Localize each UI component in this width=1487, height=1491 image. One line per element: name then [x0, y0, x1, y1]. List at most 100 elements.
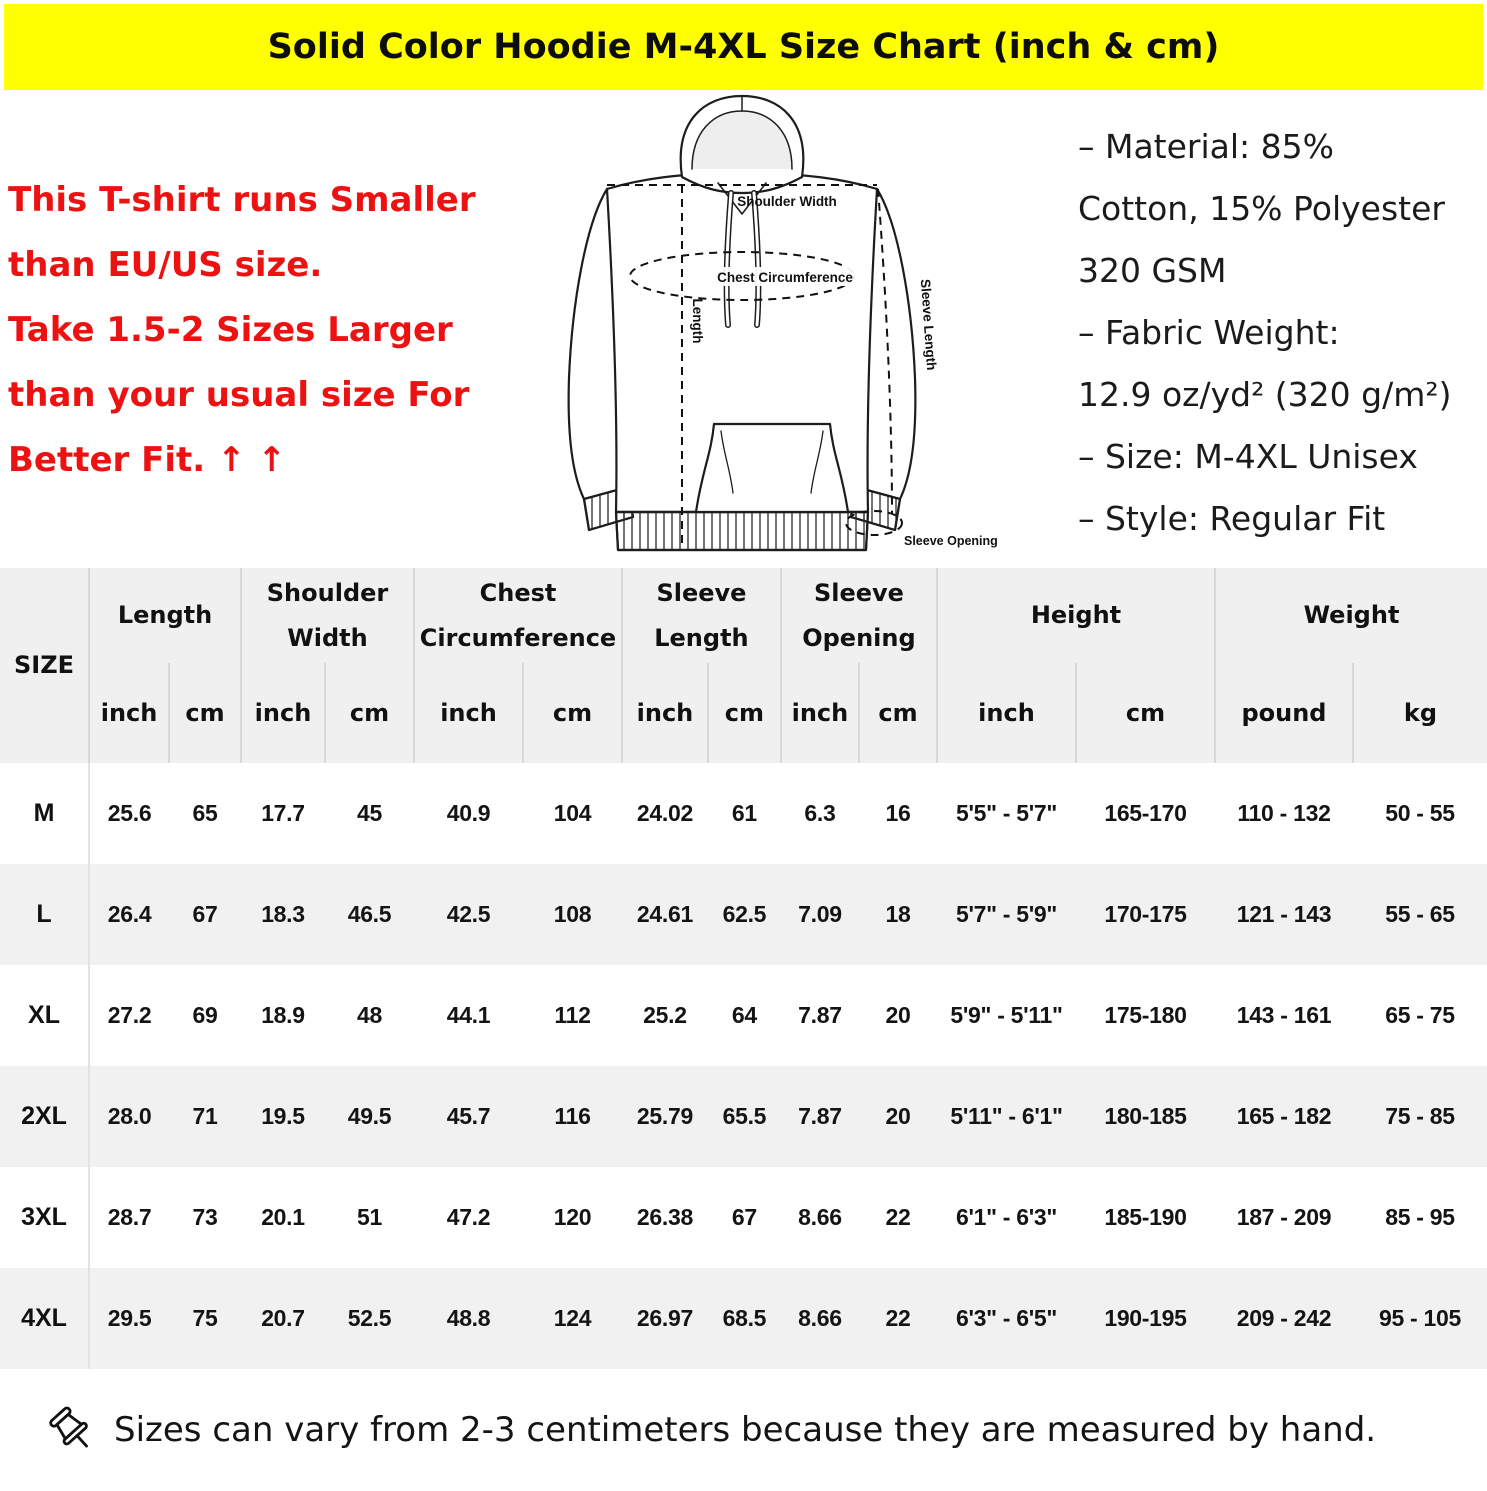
value-cell: 17.7	[261, 800, 305, 826]
value-cell: 120	[553, 1204, 592, 1230]
value-cell: 29.5	[107, 1305, 152, 1331]
sleeve-opening-label: Sleeve Opening	[904, 534, 998, 548]
pushpin-icon	[49, 1406, 88, 1448]
value-cell: 170-175	[1104, 901, 1187, 927]
specs-line: – Fabric Weight:	[1078, 313, 1340, 352]
value-cell: 180-185	[1104, 1103, 1187, 1129]
shoulder-width-label: Shoulder Width	[737, 194, 837, 209]
value-cell: 69	[192, 1002, 218, 1028]
column-group-header: Height	[935, 568, 1215, 663]
hem-band	[614, 510, 870, 552]
unit-header: cm	[168, 663, 241, 763]
value-cell: 61	[731, 800, 757, 826]
value-cell: 5'11" - 6'1"	[950, 1103, 1063, 1129]
value-cell: 26.4	[107, 901, 152, 927]
value-cell: 65	[192, 800, 218, 826]
column-group-header: Sleeve Opening	[779, 568, 937, 663]
value-cell: 67	[731, 1204, 757, 1230]
value-cell: 20.1	[261, 1204, 305, 1230]
value-cell: 7.87	[798, 1002, 842, 1028]
value-cell: 18.3	[261, 901, 305, 927]
column-group-header: Shoulder Width	[239, 568, 415, 663]
pocket	[694, 422, 850, 514]
warning-line: than your usual size For	[8, 375, 470, 415]
unit-header: cm	[323, 663, 415, 763]
unit-header: inch	[620, 663, 708, 763]
unit-header: inch	[935, 663, 1076, 763]
unit-header: inch	[89, 663, 170, 763]
value-cell: 85 - 95	[1385, 1204, 1455, 1230]
value-cell: 44.1	[446, 1002, 491, 1028]
value-cell: 49.5	[347, 1103, 392, 1129]
unit-header: kg	[1351, 663, 1487, 763]
size-column-header: SIZE	[0, 568, 91, 763]
value-cell: 7.09	[798, 901, 842, 927]
title-banner: Solid Color Hoodie M-4XL Size Chart (inc…	[4, 4, 1483, 90]
value-cell: 121 - 143	[1236, 901, 1332, 927]
unit-header: cm	[706, 663, 781, 763]
size-cell: 2XL	[0, 1066, 91, 1167]
warning-line: Better Fit. ↑ ↑	[8, 440, 286, 480]
size-cell: M	[0, 763, 91, 864]
size-table: SIZE Length Shoulder Width Chest Circumfere…	[0, 568, 1487, 1369]
unit-header: cm	[1074, 663, 1215, 763]
value-cell: 19.5	[261, 1103, 305, 1129]
value-cell: 8.66	[798, 1204, 842, 1230]
unit-header: inch	[413, 663, 523, 763]
value-cell: 28.0	[107, 1103, 152, 1129]
value-cell: 65 - 75	[1385, 1002, 1455, 1028]
unit-header: inch	[779, 663, 859, 763]
size-cell: 3XL	[0, 1167, 91, 1268]
value-cell: 25.2	[643, 1002, 687, 1028]
value-cell: 64	[731, 1002, 757, 1028]
table-row: XL 27.2 69 18.9 48 44.1 112 25.2 64 7.87 20 5'9" - …	[0, 965, 1487, 1066]
unit-header: cm	[857, 663, 937, 763]
value-cell: 165 - 182	[1236, 1103, 1332, 1129]
specs-line: 320 GSM	[1078, 251, 1227, 290]
value-cell: 16	[885, 800, 911, 826]
value-cell: 45.7	[446, 1103, 491, 1129]
value-cell: 68.5	[722, 1305, 767, 1331]
sleeve-length-line	[877, 188, 893, 514]
specs-line: Cotton, 15% Polyester	[1078, 189, 1445, 228]
value-cell: 50 - 55	[1385, 800, 1455, 826]
value-cell: 95 - 105	[1378, 1305, 1461, 1331]
value-cell: 18.9	[261, 1002, 305, 1028]
drawstrings	[723, 190, 762, 328]
column-group-header: Length	[89, 568, 241, 663]
value-cell: 110 - 132	[1237, 800, 1331, 826]
column-group-header: Weight	[1213, 568, 1487, 663]
value-cell: 108	[553, 901, 592, 927]
value-cell: 5'9" - 5'11"	[950, 1002, 1063, 1028]
value-cell: 104	[553, 800, 592, 826]
size-cell: L	[0, 864, 91, 965]
chest-circumference-label: Chest Circumference	[717, 270, 853, 285]
value-cell: 48.8	[446, 1305, 491, 1331]
size-cell: 4XL	[0, 1268, 91, 1369]
value-cell: 190-195	[1104, 1305, 1187, 1331]
value-cell: 165-170	[1104, 800, 1187, 826]
value-cell: 55 - 65	[1385, 901, 1455, 927]
value-cell: 62.5	[722, 901, 767, 927]
value-cell: 40.9	[446, 800, 491, 826]
value-cell: 25.79	[636, 1103, 693, 1129]
value-cell: 112	[554, 1002, 591, 1028]
value-cell: 7.87	[798, 1103, 842, 1129]
unit-header: cm	[521, 663, 622, 763]
value-cell: 20	[885, 1002, 911, 1028]
value-cell: 65.5	[722, 1103, 767, 1129]
table-row: M 25.6 65 17.7 45 40.9 104 24.02 61 6.3 16 5'5" - 5…	[0, 763, 1487, 864]
column-group-header: Chest Circumference	[413, 568, 622, 663]
warning-line: This T-shirt runs Smaller	[8, 180, 476, 220]
table-row: 2XL 28.0 71 19.5 49.5 45.7 116 25.79 65.5 7.87 20 5…	[0, 1066, 1487, 1167]
value-cell: 45	[357, 800, 382, 826]
value-cell: 42.5	[446, 901, 491, 927]
footnote-text: Sizes can vary from 2-3 centimeters beca…	[114, 1410, 1377, 1450]
value-cell: 24.61	[636, 901, 693, 927]
unit-header: pound	[1213, 663, 1353, 763]
value-cell: 8.66	[798, 1305, 842, 1331]
specs-line: – Size: M-4XL Unisex	[1078, 437, 1418, 476]
value-cell: 124	[553, 1305, 592, 1331]
value-cell: 18	[885, 901, 911, 927]
specs-line: – Style: Regular Fit	[1078, 499, 1386, 538]
